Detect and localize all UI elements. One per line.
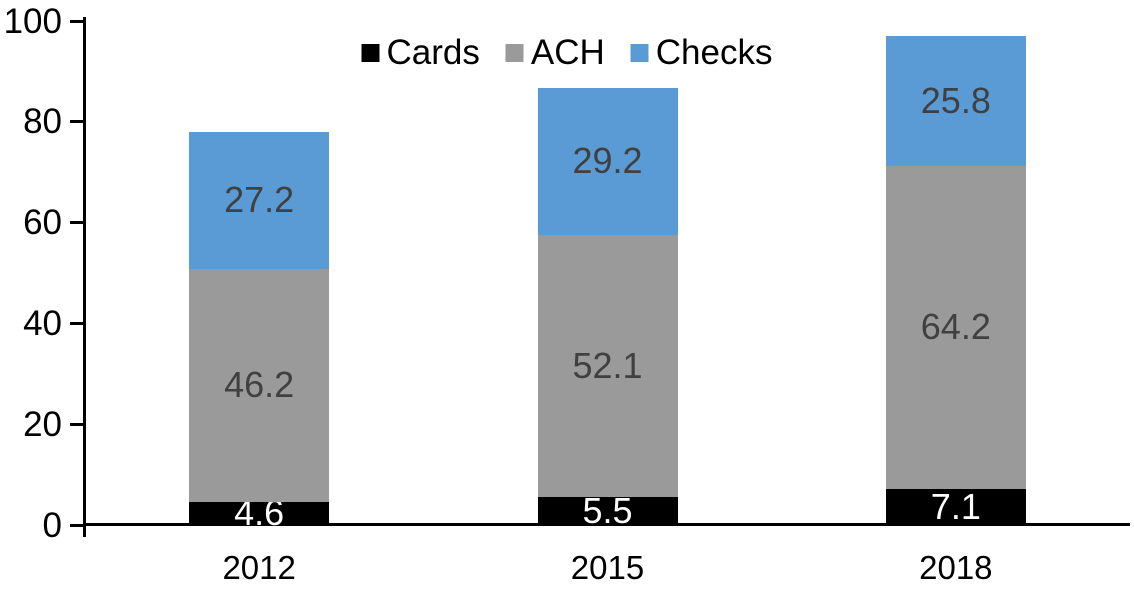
bar-segment-ach (885, 165, 1026, 490)
legend: Cards ACH Checks (361, 33, 773, 72)
bar-value-label: 27.2 (224, 179, 295, 221)
legend-swatch-checks (630, 43, 649, 62)
bar-segment-cards (537, 497, 678, 525)
legend-label: ACH (530, 33, 605, 72)
bar-value-label: 64.2 (920, 306, 991, 348)
bar-value-label: 5.5 (582, 490, 633, 532)
x-axis-category-label: 2012 (222, 549, 296, 586)
y-axis-line (83, 17, 86, 537)
bar-value-label: 52.1 (572, 344, 643, 386)
bar-value-label: 29.2 (572, 140, 643, 182)
bar-segment-ach (189, 268, 330, 502)
y-axis-tick (70, 221, 83, 225)
y-axis-tick-label: 20 (23, 404, 62, 444)
y-axis-tick (70, 321, 83, 325)
legend-item-ach: ACH (505, 33, 605, 72)
legend-swatch-ach (505, 43, 524, 62)
bar-value-label: 46.2 (224, 364, 295, 406)
y-axis-tick-label: 40 (23, 303, 62, 343)
bar-segment-checks (885, 35, 1026, 166)
bar-segment-checks (537, 87, 678, 235)
y-axis-tick (70, 422, 83, 426)
bar-value-label: 25.8 (920, 79, 991, 121)
y-axis-tick-label: 60 (23, 203, 62, 243)
y-axis-tick (70, 523, 83, 527)
legend-item-checks: Checks (630, 33, 773, 72)
y-axis-tick-label: 100 (3, 1, 62, 41)
legend-label: Cards (386, 33, 480, 72)
bar-segment-ach (537, 234, 678, 498)
bar-segment-cards (885, 489, 1026, 525)
bar-value-label: 7.1 (930, 486, 981, 528)
legend-swatch-cards (361, 43, 380, 62)
y-axis-tick (70, 19, 83, 23)
bar-segment-cards (189, 501, 330, 525)
x-axis-category-label: 2015 (570, 549, 645, 586)
legend-label: Checks (655, 33, 773, 72)
x-axis-category-label: 2018 (919, 549, 993, 586)
bar-segment-checks (189, 131, 330, 269)
y-axis-tick-label: 80 (23, 102, 62, 142)
y-axis-tick-label: 0 (42, 505, 62, 545)
legend-item-cards: Cards (361, 33, 480, 72)
y-axis-tick (70, 120, 83, 124)
